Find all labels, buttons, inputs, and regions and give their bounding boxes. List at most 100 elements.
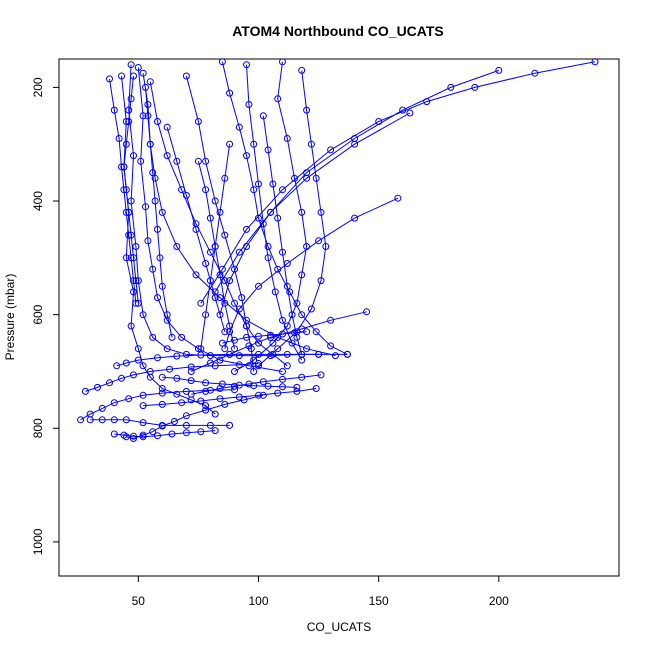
data-point [139,419,147,427]
data-point [122,433,130,441]
data-point [406,109,414,117]
data-point [283,350,291,358]
data-point [298,311,306,319]
data-point [211,197,219,205]
data-point [86,416,94,424]
data-point [279,248,286,256]
data-point [118,72,125,80]
series-30 [259,112,306,358]
series-18 [77,386,238,424]
series-line [123,75,139,304]
data-point [106,75,113,83]
data-point [134,356,142,364]
data-point [279,383,286,391]
data-point [274,345,282,353]
data-point [154,118,161,125]
data-point [235,248,243,256]
data-point [331,352,339,360]
data-point [447,83,455,91]
data-point [279,186,286,194]
data-point [250,382,258,390]
data-point [127,322,135,330]
data-point [158,389,166,397]
data-point [94,383,101,391]
data-point [245,342,253,350]
data-point [291,174,298,182]
data-point [197,428,205,436]
data-point [130,277,137,285]
data-point [202,379,210,387]
series-line [214,69,499,293]
data-point [130,371,137,379]
data-point [202,311,210,319]
data-point [226,350,234,358]
series-line [258,70,327,367]
data-point [293,299,301,307]
data-point [226,89,234,97]
data-point [122,416,130,424]
data-point [154,294,161,302]
data-point [271,288,279,296]
data-point [218,339,226,347]
data-point [149,265,157,273]
data-point [158,400,166,408]
series-27 [120,72,142,307]
data-point [243,152,250,160]
data-point [81,387,89,395]
series-25 [218,328,311,347]
x-axis-label: CO_UCATS [307,620,371,634]
series-17 [81,360,262,395]
series-28 [142,83,176,341]
data-point [120,163,128,171]
data-point [134,299,142,307]
data-point [279,330,286,338]
data-point [110,416,118,424]
data-point [264,382,272,390]
data-point [122,118,130,125]
data-point [146,78,154,86]
data-point [286,288,294,296]
series-13 [216,109,414,319]
data-point [250,140,258,148]
data-point [279,375,286,383]
data-point [231,299,238,307]
data-point [235,361,243,369]
data-point [130,72,137,80]
data-point [149,333,157,341]
data-point [158,385,166,392]
data-point [197,299,205,307]
series-8 [231,58,311,375]
data-point [173,157,181,165]
data-point [293,383,301,391]
data-point [243,225,250,233]
data-point [127,254,135,262]
data-point [122,140,130,148]
data-point [122,186,130,194]
data-point [122,359,130,367]
data-point [317,208,325,216]
data-point [197,397,205,405]
data-point [312,385,320,392]
series-line [224,197,399,349]
data-point [303,328,311,336]
data-point [106,379,113,387]
data-point [98,416,106,424]
data-point [279,368,286,375]
series-32 [197,140,234,353]
data-point [206,421,214,429]
y-tick-label: 800 [31,418,45,438]
data-point [231,368,238,375]
data-point [269,180,277,188]
data-point [194,118,202,125]
data-point [259,378,267,386]
data-point [264,254,272,262]
series-line [222,331,307,344]
data-point [134,345,142,353]
series-9 [255,66,330,370]
data-point [250,356,258,364]
series-line [246,64,303,361]
data-point [235,393,243,401]
data-point [307,305,315,313]
data-point [202,186,210,194]
series-21 [122,391,267,442]
